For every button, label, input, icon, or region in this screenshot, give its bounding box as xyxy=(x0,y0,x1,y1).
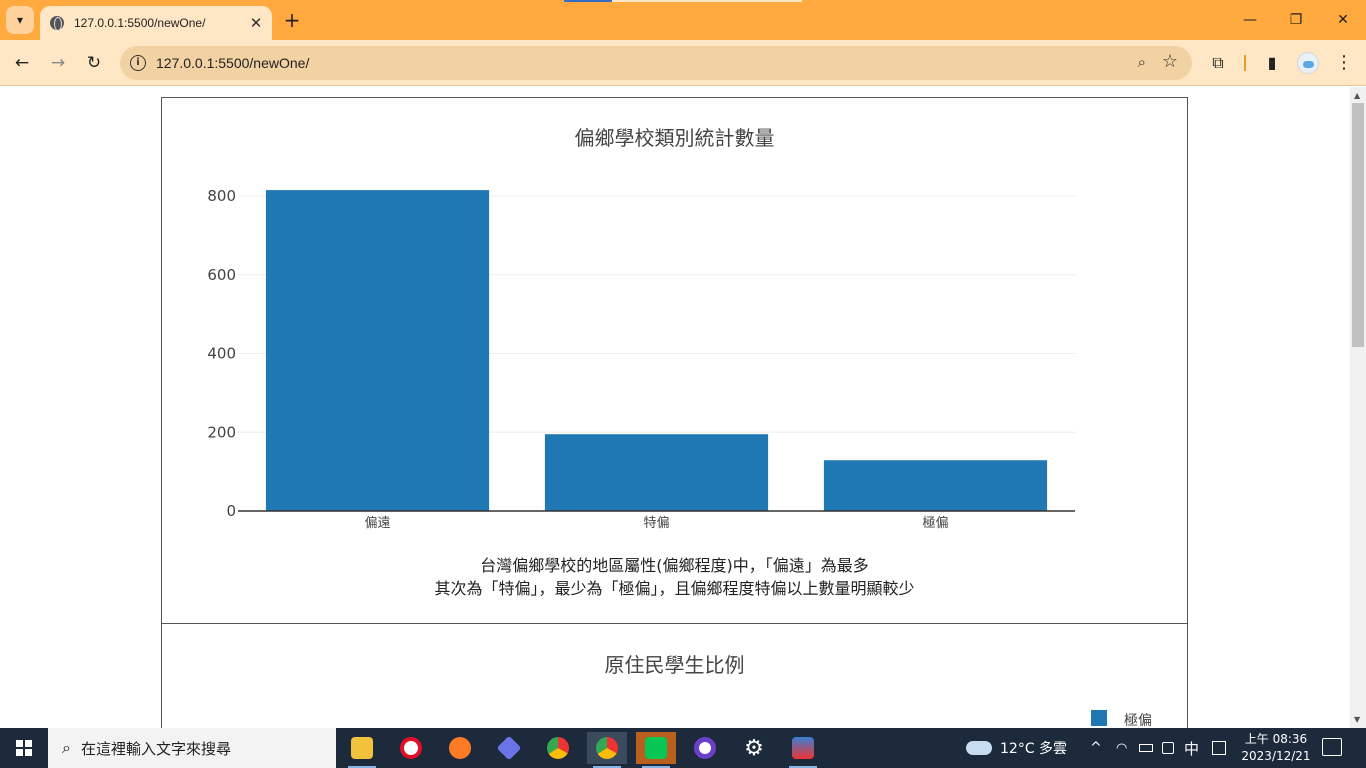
github-icon xyxy=(694,737,716,759)
folder-icon xyxy=(351,737,373,759)
weather-text: 12°C 多雲 xyxy=(1000,738,1067,758)
chevron-down-icon: ▾ xyxy=(17,13,23,27)
chrome-profile-app[interactable] xyxy=(587,732,627,764)
minimize-button[interactable]: — xyxy=(1238,8,1262,32)
system-clock[interactable]: 上午 08:36 2023/12/21 xyxy=(1240,731,1312,765)
globe-icon xyxy=(50,16,64,30)
y-tick-label: 0 xyxy=(226,502,236,520)
extensions-icon[interactable]: ⧉ xyxy=(1207,52,1229,74)
forward-button[interactable]: → xyxy=(46,51,70,75)
chrome-profile-icon xyxy=(596,737,618,759)
notification-icon[interactable] xyxy=(1322,738,1342,756)
search-icon: ⌕ xyxy=(62,738,71,758)
volume-icon[interactable] xyxy=(1162,728,1174,768)
taskbar-search[interactable]: ⌕ 在這裡輸入文字來搜尋 xyxy=(48,728,336,768)
weather-widget[interactable]: 12°C 多雲 xyxy=(966,728,1067,768)
zoom-icon[interactable]: ⌕ xyxy=(1138,53,1146,71)
restore-button[interactable]: ❐ xyxy=(1284,8,1308,32)
url-text[interactable]: 127.0.0.1:5500/newOne/ xyxy=(156,55,309,71)
page-scrollbar[interactable]: ▲ ▼ xyxy=(1350,87,1366,728)
description-line-2: 其次為「特偏」，最少為「極偏」，且偏鄉程度特偏以上數量明顯較少 xyxy=(162,577,1187,600)
pie-chart xyxy=(162,624,1187,728)
browser-toolbar: ← → ↻ i 127.0.0.1:5500/newOne/ ⌕ ☆ ⧉ ▮ ⋮ xyxy=(0,40,1366,86)
tray-overflow-button[interactable]: ^ xyxy=(1090,728,1102,768)
profile-avatar[interactable] xyxy=(1297,52,1319,74)
clock-date: 2023/12/21 xyxy=(1240,748,1312,765)
y-tick-label: 400 xyxy=(207,345,236,363)
wifi-icon[interactable]: ◠ xyxy=(1116,728,1127,768)
battery-icon[interactable] xyxy=(1139,728,1153,768)
reload-button[interactable]: ↻ xyxy=(82,51,106,75)
chrome-app[interactable] xyxy=(538,732,578,764)
window-close-button[interactable]: ✕ xyxy=(1331,8,1355,32)
bar xyxy=(824,460,1047,511)
tab-title: 127.0.0.1:5500/newOne/ xyxy=(74,16,246,30)
firefox-icon xyxy=(449,737,471,759)
taskbar-search-placeholder: 在這裡輸入文字來搜尋 xyxy=(81,738,231,759)
clock-time: 上午 08:36 xyxy=(1240,731,1312,748)
tab-strip: ▾ 127.0.0.1:5500/newOne/ ✕ + — ❐ ✕ xyxy=(0,0,1366,40)
gear-icon: ⚙ xyxy=(744,736,764,761)
x-tick-label: 特偏 xyxy=(643,516,669,531)
y-tick-label: 800 xyxy=(207,187,236,205)
tool-app[interactable] xyxy=(783,732,823,764)
cloud-icon xyxy=(966,741,992,755)
windows-taskbar: ⌕ 在這裡輸入文字來搜尋 ⚙ 12°C 多雲 ^ ◠ 中 上午 08:36 20… xyxy=(0,728,1366,768)
y-tick-label: 200 xyxy=(207,423,236,441)
file-explorer-app[interactable] xyxy=(342,732,382,764)
line-app[interactable] xyxy=(636,732,676,764)
x-tick-label: 極偏 xyxy=(922,515,948,531)
bar xyxy=(545,434,768,511)
chrome-icon xyxy=(547,737,569,759)
pie-chart-panel: 原住民學生比例 極偏 xyxy=(161,623,1188,728)
copilot-icon xyxy=(497,736,522,761)
bar-chart-panel: 偏鄉學校類別統計數量 0 200 400 600 800 偏遠 特偏 極偏 台灣偏鄉學校的地區… xyxy=(161,97,1188,625)
settings-app[interactable]: ⚙ xyxy=(734,732,774,764)
scroll-up-arrow-icon[interactable]: ▲ xyxy=(1354,91,1360,100)
input-mode-icon[interactable] xyxy=(1212,728,1226,768)
tab-search-button[interactable]: ▾ xyxy=(6,6,34,34)
x-tick-label: 偏遠 xyxy=(364,516,390,531)
back-button[interactable]: ← xyxy=(10,51,34,75)
bar xyxy=(266,190,489,511)
tab-accent-light xyxy=(612,0,802,2)
legend-label[interactable]: 極偏 xyxy=(1124,710,1152,728)
description-line-1: 台灣偏鄉學校的地區屬性(偏鄉程度)中，「偏遠」為最多 xyxy=(162,554,1187,577)
opera-icon xyxy=(400,737,422,759)
new-tab-button[interactable]: + xyxy=(280,8,304,32)
line-icon xyxy=(645,737,667,759)
page-viewport: 偏鄉學校類別統計數量 0 200 400 600 800 偏遠 特偏 極偏 台灣偏鄉學校的地區… xyxy=(0,87,1350,728)
github-app[interactable] xyxy=(685,732,725,764)
opera-app[interactable] xyxy=(391,732,431,764)
start-button[interactable] xyxy=(0,728,48,768)
tab-active[interactable]: 127.0.0.1:5500/newOne/ ✕ xyxy=(40,6,272,40)
browser-menu-icon[interactable]: ⋮ xyxy=(1333,52,1355,74)
bar-chart: 0 200 400 600 800 偏遠 特偏 極偏 xyxy=(162,98,1187,538)
y-tick-label: 600 xyxy=(207,266,236,284)
chart-description: 台灣偏鄉學校的地區屬性(偏鄉程度)中，「偏遠」為最多 其次為「特偏」，最少為「極… xyxy=(162,554,1187,600)
bookmark-star-icon[interactable]: ☆ xyxy=(1162,51,1178,72)
site-info-icon[interactable]: i xyxy=(130,55,146,71)
address-bar[interactable]: i 127.0.0.1:5500/newOne/ ⌕ ☆ xyxy=(120,46,1192,80)
close-tab-icon[interactable]: ✕ xyxy=(246,14,266,32)
scroll-down-arrow-icon[interactable]: ▼ xyxy=(1354,715,1360,724)
tool-icon xyxy=(792,737,814,759)
windows-logo-icon xyxy=(16,740,32,756)
toolbar-separator xyxy=(1244,55,1246,71)
side-panel-icon[interactable]: ▮ xyxy=(1261,52,1283,74)
scroll-thumb[interactable] xyxy=(1352,103,1364,347)
copilot-app[interactable] xyxy=(489,732,529,764)
tab-accent xyxy=(564,0,612,2)
firefox-app[interactable] xyxy=(440,732,480,764)
ime-indicator[interactable]: 中 xyxy=(1184,728,1199,768)
legend-swatch[interactable] xyxy=(1091,710,1107,726)
